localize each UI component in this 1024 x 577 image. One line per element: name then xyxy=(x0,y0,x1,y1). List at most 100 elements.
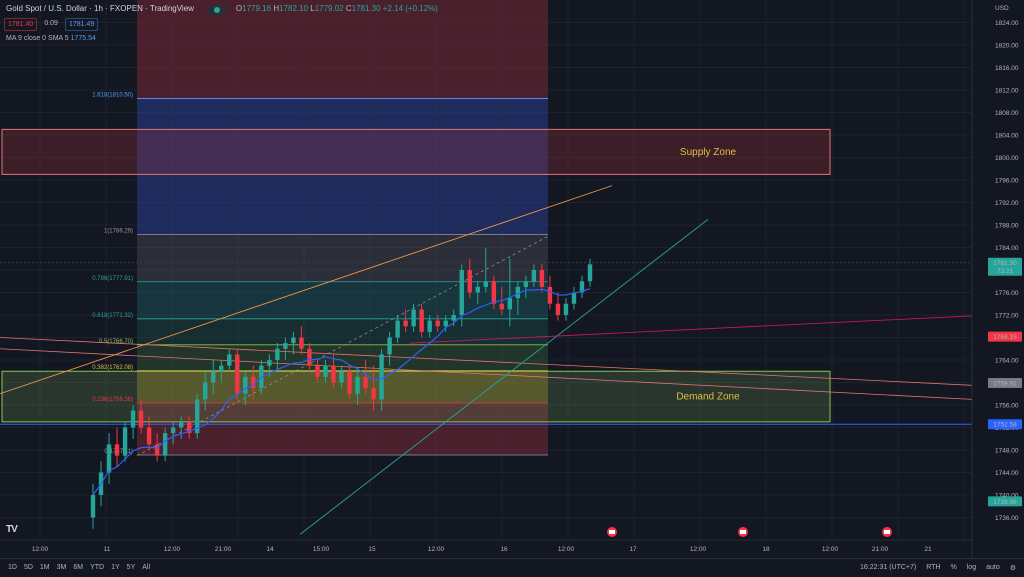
candle-body xyxy=(331,365,336,383)
candle-body xyxy=(130,410,136,428)
candle-body xyxy=(451,315,456,321)
log-toggle[interactable]: log xyxy=(966,564,977,571)
y-tick-label: 1784.00 xyxy=(995,245,1019,252)
y-tick-label: 1748.00 xyxy=(995,448,1019,455)
x-tick-label: 16 xyxy=(500,546,508,553)
upper-channel-line xyxy=(0,185,613,395)
close-label: C xyxy=(345,4,352,13)
y-tick-label: 1824.00 xyxy=(995,20,1019,27)
timeframe-1d[interactable]: 1D xyxy=(8,564,17,571)
timeframe-ytd[interactable]: YTD xyxy=(90,564,105,571)
x-tick-label: 17 xyxy=(629,546,637,553)
candle-body xyxy=(299,337,304,349)
candle-body xyxy=(379,354,384,400)
x-tick-label: 12:00 xyxy=(164,546,181,553)
candle-body xyxy=(90,495,96,518)
bottom-toolbar: 1D 5D 1M 3M 6M YTD 1Y 5Y All 16:22:31 (UTC+7) RT… xyxy=(0,558,1024,577)
candle-body xyxy=(523,281,529,287)
candle-body xyxy=(315,365,320,377)
timeframe-5y[interactable]: 5Y xyxy=(126,564,136,571)
rth-toggle[interactable]: RTH xyxy=(926,564,941,571)
price-tag-label: 1738.86 xyxy=(993,499,1017,506)
fib-teal2-band xyxy=(137,318,548,345)
fib-level-label: 0.786(1777.91) xyxy=(92,276,133,282)
timeframe-1m[interactable]: 1M xyxy=(39,564,50,571)
price-tag-label: 1759.91 xyxy=(993,381,1017,388)
candle-body xyxy=(587,264,593,282)
x-tick-label: 21 xyxy=(924,546,932,553)
fib-level-label: 1(1786.29) xyxy=(104,229,133,235)
buy-button[interactable]: 1781.49 xyxy=(64,18,99,31)
candle-body xyxy=(219,365,224,372)
price-tag xyxy=(988,257,1022,276)
candle-body xyxy=(162,433,168,456)
percent-toggle[interactable]: % xyxy=(950,564,957,571)
timeframe-1y[interactable]: 1Y xyxy=(111,564,120,571)
candle-body xyxy=(339,371,344,383)
candle-body xyxy=(427,320,432,332)
fib-level-label: 0.382(1762.08) xyxy=(92,365,133,371)
x-tick-label: 12:00 xyxy=(690,546,707,553)
x-tick-label: 12:00 xyxy=(428,546,445,553)
candle-body xyxy=(531,270,537,282)
fib-blue-band xyxy=(137,98,548,235)
sell-button[interactable]: 1781.40 xyxy=(4,18,38,31)
timeframe-5d[interactable]: 5D xyxy=(23,564,33,571)
candle-body xyxy=(154,444,160,456)
tradingview-logo[interactable]: TV xyxy=(6,524,18,535)
timeframe-6m[interactable]: 6M xyxy=(73,564,84,571)
y-tick-label: 1736.00 xyxy=(995,515,1019,522)
price-tag-countdown: 73:21 xyxy=(997,268,1014,275)
visibility-toggle-icon[interactable] xyxy=(207,5,227,15)
x-tick-label: 12:00 xyxy=(822,546,839,553)
x-tick-label: 12:00 xyxy=(558,546,575,553)
clock-readout[interactable]: 16:22:31 (UTC+7) xyxy=(860,564,917,571)
event-flag-icon xyxy=(738,527,748,537)
symbol-title[interactable]: Gold Spot / U.S. Dollar · 1h · FXOPEN · … xyxy=(6,4,194,13)
low-value: 1779.02 xyxy=(314,4,344,13)
candle-body xyxy=(507,298,513,310)
candle-body xyxy=(459,270,464,315)
x-tick-label: 21:00 xyxy=(872,546,889,553)
candle-body xyxy=(419,309,424,332)
y-tick-label: 1744.00 xyxy=(995,470,1019,477)
candle-body xyxy=(475,286,480,293)
candle-body xyxy=(114,444,120,456)
candle-body xyxy=(443,320,448,327)
ma-indicator-legend[interactable]: MA 9 close 0 SMA 5 1775.54 xyxy=(6,35,96,42)
x-tick-label: 18 xyxy=(762,546,770,553)
auto-toggle[interactable]: auto xyxy=(986,564,1000,571)
event-flag-icon xyxy=(882,527,892,537)
y-tick-label: 1808.00 xyxy=(995,110,1019,117)
y-tick-label: 1820.00 xyxy=(995,43,1019,50)
timeframe-3m[interactable]: 3M xyxy=(56,564,67,571)
price-tag-label: 1752.58 xyxy=(993,422,1017,429)
change-value: +2.14 (+0.12%) xyxy=(382,4,438,13)
ma-label: MA 9 close 0 SMA 5 xyxy=(6,35,69,42)
demand-zone-label: Demand Zone xyxy=(676,392,740,403)
candle-body xyxy=(499,303,505,310)
settings-gear-icon[interactable]: ⚙ xyxy=(1009,565,1016,572)
candle-body xyxy=(211,371,216,383)
candle-body xyxy=(515,286,521,299)
open-value: 1779.16 xyxy=(242,4,272,13)
y-tick-label: 1756.00 xyxy=(995,403,1019,410)
timeframe-selector: 1D 5D 1M 3M 6M YTD 1Y 5Y All xyxy=(8,564,150,571)
candle-body xyxy=(555,303,561,315)
y-tick-label: 1772.00 xyxy=(995,313,1019,320)
price-axis xyxy=(972,0,1024,558)
price-tag xyxy=(988,331,1022,342)
candle-body xyxy=(435,320,440,327)
x-tick-label: 15:00 xyxy=(313,546,330,553)
candle-body xyxy=(235,354,240,394)
timeframe-all[interactable]: All xyxy=(142,564,151,571)
fib-level-label: 0.236(1756.36) xyxy=(92,397,133,403)
candle-body xyxy=(347,371,352,394)
candle-body xyxy=(170,427,176,434)
close-value: 1781.30 xyxy=(351,4,381,13)
price-chart[interactable]: Supply Zone Demand Zone 1.618(1810.50) 1(17… xyxy=(0,0,1024,558)
price-tag xyxy=(988,419,1022,430)
fib-grey-band xyxy=(137,234,548,282)
resistance-trendline-2 xyxy=(0,348,973,400)
